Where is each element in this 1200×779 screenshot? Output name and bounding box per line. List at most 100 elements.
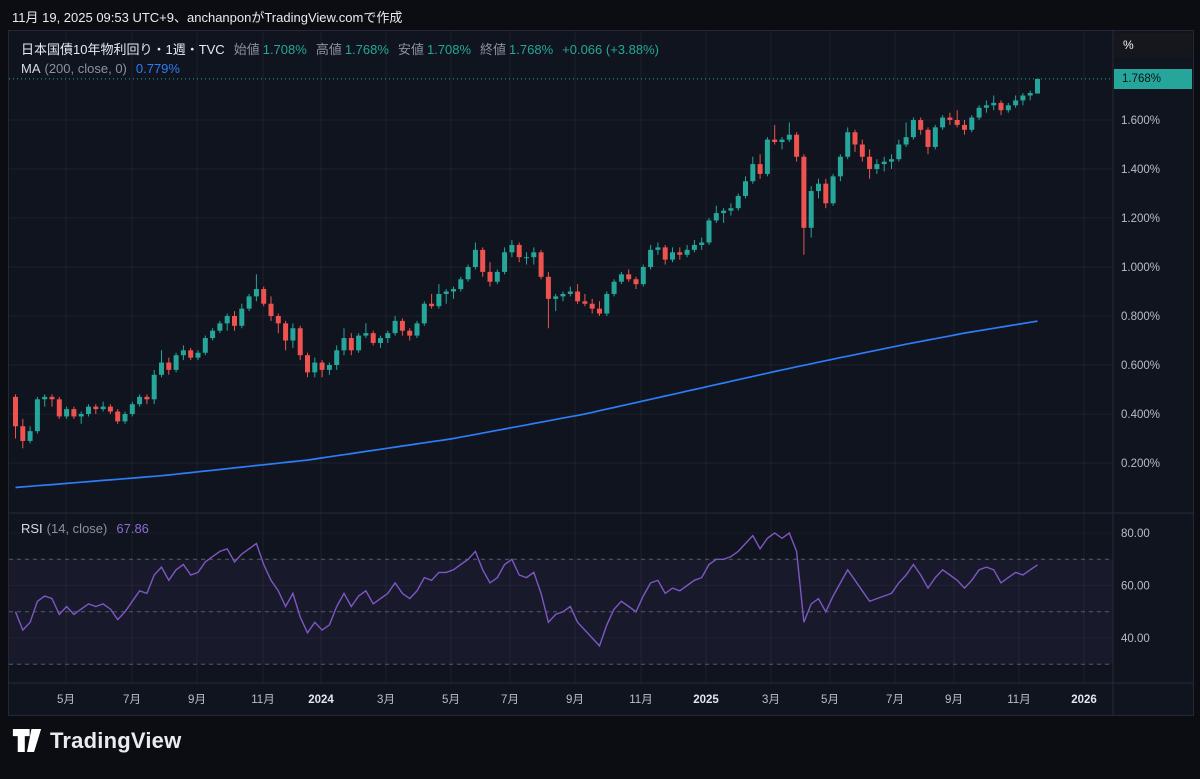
candle-body: [618, 274, 624, 282]
candle-body: [837, 156, 843, 177]
last-price-badge: 1.768%: [1114, 69, 1192, 89]
low-value: 1.708%: [426, 42, 472, 57]
price-tick-label: 1.200%: [1121, 213, 1160, 225]
candle-body: [319, 362, 325, 370]
rsi-name[interactable]: RSI: [21, 521, 43, 536]
open-label: 始値: [233, 42, 260, 57]
candle-body: [764, 139, 770, 174]
candle-body: [998, 102, 1004, 111]
symbol-title[interactable]: 日本国債10年物利回り・1週・TVC: [21, 42, 225, 57]
time-tick-label: 9月: [566, 694, 584, 706]
close-value: 1.768%: [509, 42, 554, 57]
rsi-value: 67.86: [116, 521, 149, 536]
ma-name[interactable]: MA: [21, 61, 41, 76]
candle-body: [932, 127, 938, 147]
price-chart-svg[interactable]: 1.600% 1.400% 1.200% 1.000% 0.800% 0.600% 0.40…: [9, 31, 1193, 715]
candle-body: [436, 293, 442, 307]
candle-body: [567, 291, 573, 294]
candle-body: [451, 289, 456, 292]
candle-body: [706, 220, 712, 243]
candle-body: [1013, 100, 1019, 106]
candle-body: [159, 362, 164, 375]
candle-body: [881, 161, 887, 165]
price-axis-labels[interactable]: 1.600% 1.400% 1.200% 1.000% 0.800% 0.600% 0.40…: [1121, 115, 1160, 645]
candle-body: [465, 267, 471, 280]
time-axis-labels[interactable]: 5月 7月 9月 11月 2024 3月 5月 7月 9月 11月 2025 3月 5月 7月 9月 11月 2…: [57, 694, 1097, 706]
candle-body: [772, 139, 778, 143]
time-tick-label: 5月: [821, 694, 839, 706]
candle-body: [1005, 105, 1011, 111]
candle-body: [940, 117, 946, 128]
candle-body: [859, 144, 865, 157]
rsi-band: [9, 558, 1113, 665]
time-tick-label: 3月: [762, 694, 780, 706]
candle-body: [443, 291, 449, 294]
rsi-params: (14, close): [46, 521, 108, 536]
candle-body: [151, 374, 157, 400]
candle-body: [253, 289, 259, 297]
candle-body: [845, 132, 851, 157]
candle-body: [421, 303, 427, 324]
pane-separators: [9, 31, 1193, 715]
candle-body: [399, 320, 405, 331]
chart-container[interactable]: 1.600% 1.400% 1.200% 1.000% 0.800% 0.600% 0.40…: [8, 30, 1194, 716]
time-axis[interactable]: [9, 683, 1113, 715]
candle-body: [217, 323, 223, 331]
candle-body: [1020, 95, 1026, 101]
candle-body: [297, 328, 303, 356]
symbol-legend[interactable]: 日本国債10年物利回り・1週・TVC 始値 1.708% 高値 1.768% 安…: [21, 39, 659, 58]
candle-body: [604, 293, 610, 314]
footer-logo[interactable]: TradingView: [12, 727, 181, 754]
candle-body: [334, 350, 340, 365]
candle-body: [531, 252, 537, 258]
change-value: +0.066 (+3.88%): [562, 42, 659, 57]
candle-body: [991, 102, 997, 106]
unit-percent-button[interactable]: %: [1114, 33, 1192, 58]
candle-body: [808, 191, 814, 228]
candle-body: [633, 279, 639, 285]
candle-body: [684, 249, 690, 255]
candle-body: [232, 316, 237, 326]
time-tick-label: 9月: [188, 694, 206, 706]
candle-body: [524, 257, 529, 259]
candle-body: [721, 210, 727, 214]
attribution-bar: 11月 19, 2025 09:53 UTC+9、anchanponがTradi…: [0, 0, 1200, 30]
candle-body: [246, 296, 252, 309]
candle-body: [378, 338, 383, 343]
candle-body: [516, 244, 522, 258]
grid-layer: [9, 31, 1113, 683]
rsi-line[interactable]: [14, 531, 1038, 648]
ma-value: 0.779%: [135, 61, 180, 76]
candle-body: [224, 316, 230, 324]
candle-body: [954, 120, 960, 125]
candle-body: [370, 333, 376, 343]
candles-layer: [13, 78, 1040, 449]
candle-body: [611, 281, 617, 294]
time-tick-label: 7月: [886, 694, 904, 706]
price-tick-label: 1.600%: [1121, 115, 1160, 127]
candle-body: [64, 409, 70, 417]
candle-body: [107, 406, 113, 412]
rsi-legend[interactable]: RSI (14, close) 67.86: [21, 521, 149, 536]
ma-200-line[interactable]: [15, 320, 1038, 489]
candle-body: [115, 411, 121, 422]
candle-body: [728, 208, 734, 211]
time-tick-label: 11月: [251, 694, 274, 706]
candle-body: [71, 409, 77, 417]
candle-body: [640, 267, 646, 285]
price-tick-label: 0.400%: [1121, 409, 1160, 421]
ma-legend[interactable]: MA (200, close, 0) 0.779%: [21, 61, 180, 76]
time-tick-label: 3月: [377, 694, 395, 706]
rsi-tick-label: 60.00: [1121, 581, 1150, 593]
candle-body: [867, 156, 873, 169]
candle-body: [429, 303, 435, 307]
price-axis[interactable]: [1113, 31, 1193, 683]
candle-body: [407, 330, 413, 336]
price-tick-label: 1.400%: [1121, 164, 1160, 176]
candle-body: [414, 323, 420, 336]
candle-body: [874, 164, 880, 169]
candle-body: [889, 159, 894, 162]
candle-body: [458, 279, 464, 290]
candle-body: [794, 134, 800, 157]
candle-body: [691, 244, 697, 250]
